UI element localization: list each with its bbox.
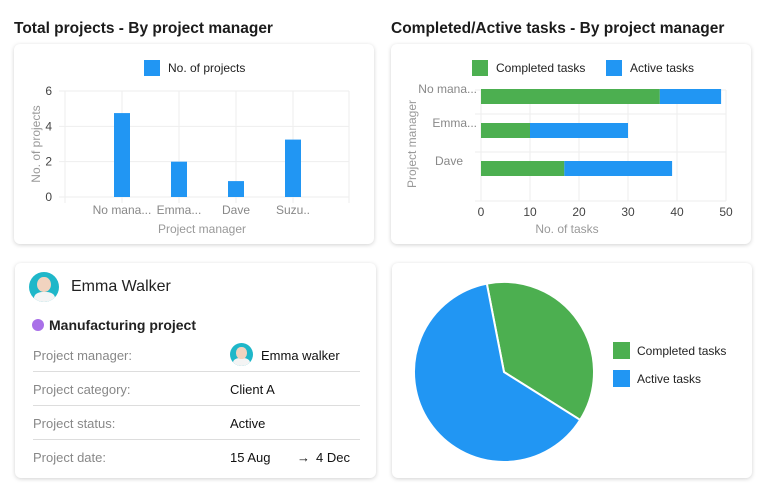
bar — [114, 113, 130, 197]
legend-label: Completed tasks — [496, 61, 585, 75]
project-name: Manufacturing project — [49, 317, 197, 333]
y-tick-label: Emma... — [432, 116, 477, 130]
project-details-card: Emma Walker Manufacturing project Projec… — [15, 263, 376, 478]
x-tick-label: 0 — [478, 205, 485, 219]
x-tick-label: 40 — [670, 205, 684, 219]
bar-segment — [659, 89, 722, 104]
tasks-chart-card: 0 10 20 30 40 50 No mana... Emma... Dave Complete… — [391, 44, 751, 244]
legend-swatch — [613, 342, 630, 359]
x-tick-label: 10 — [523, 205, 537, 219]
tasks-bar-chart: 0 10 20 30 40 50 No mana... Emma... Dave Complete… — [405, 60, 733, 236]
detail-label: Project date: — [33, 450, 106, 465]
arrow-right-icon: → — [297, 450, 310, 465]
detail-value[interactable]: Emma walker — [261, 348, 340, 363]
detail-label: Project status: — [33, 416, 116, 431]
avatar — [29, 272, 59, 302]
project-color-dot — [32, 319, 44, 331]
x-tick-label: Emma... — [157, 203, 202, 217]
x-tick-label: No mana... — [93, 203, 152, 217]
bar — [171, 161, 187, 197]
detail-row-category: Project category: Client A — [33, 372, 360, 406]
tasks-pie-card: Completed tasks Active tasks — [392, 263, 752, 478]
pie-slice — [485, 281, 595, 422]
legend-swatch — [472, 60, 488, 76]
chart2-title: Completed/Active tasks - By project mana… — [391, 20, 725, 37]
bar — [228, 181, 244, 197]
detail-label: Project category: — [33, 382, 131, 397]
legend-label: Active tasks — [630, 61, 694, 75]
legend-swatch — [606, 60, 622, 76]
date-start: 15 Aug — [230, 450, 271, 465]
y-tick-label: 6 — [45, 84, 52, 98]
detail-value: Active — [230, 416, 266, 431]
bar-segment — [481, 89, 660, 104]
x-tick-label: 50 — [719, 205, 733, 219]
bar-segment — [564, 161, 673, 176]
projects-bar-chart: 0 2 4 6 No mana... Emma... Dave Suzu.. No. of pr… — [29, 60, 350, 236]
chart1-title: Total projects - By project manager — [14, 20, 273, 37]
detail-label: Project manager: — [33, 348, 132, 363]
y-tick-label: 2 — [45, 155, 52, 169]
bar-segment — [481, 123, 530, 138]
projects-chart-card: 0 2 4 6 No mana... Emma... Dave Suzu.. No. of pr… — [14, 44, 374, 244]
y-tick-label: 4 — [45, 119, 52, 133]
y-axis-label: No. of projects — [29, 105, 43, 182]
tasks-pie-chart: Completed tasks Active tasks — [413, 281, 726, 463]
legend-swatch — [144, 60, 160, 76]
detail-row-date: Project date: 15 Aug → 4 Dec — [33, 440, 360, 474]
detail-row-status: Project status: Active — [33, 406, 360, 440]
profile-name: Emma Walker — [71, 278, 171, 295]
y-tick-label: Dave — [435, 154, 463, 168]
x-tick-label: 20 — [572, 205, 586, 219]
legend-label: No. of projects — [168, 61, 245, 75]
legend-label: Active tasks — [637, 372, 701, 386]
x-axis-label: No. of tasks — [535, 222, 598, 236]
manager-avatar — [230, 343, 253, 366]
detail-value: Client A — [230, 382, 275, 397]
x-axis-label: Project manager — [158, 222, 246, 236]
y-axis-label: Project manager — [405, 100, 419, 188]
date-end: 4 Dec — [316, 450, 350, 465]
legend-swatch — [613, 370, 630, 387]
y-tick-label: No mana... — [418, 82, 477, 96]
x-tick-label: Suzu.. — [276, 203, 310, 217]
x-tick-label: Dave — [222, 203, 250, 217]
bar — [285, 139, 301, 197]
bar-segment — [530, 123, 628, 138]
bar-segment — [481, 161, 565, 176]
pie-slice — [413, 282, 582, 463]
detail-row-manager: Project manager: Emma walker — [33, 338, 360, 372]
legend-label: Completed tasks — [637, 344, 726, 358]
y-tick-label: 0 — [45, 190, 52, 204]
x-tick-label: 30 — [621, 205, 635, 219]
